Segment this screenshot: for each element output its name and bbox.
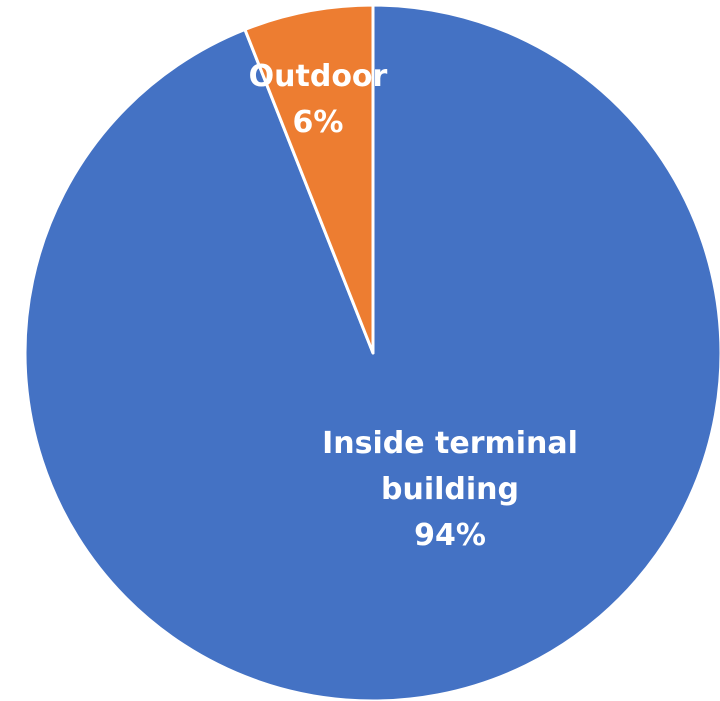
value-label: 6% xyxy=(292,105,344,140)
slice-label: Inside terminal building 94% xyxy=(290,421,610,559)
category-label: Outdoor xyxy=(248,59,388,94)
pie-slice xyxy=(243,3,375,355)
slice-label: Outdoor 6% xyxy=(218,54,418,146)
value-label: 94% xyxy=(414,518,486,553)
category-label: Inside terminal building xyxy=(322,426,578,507)
